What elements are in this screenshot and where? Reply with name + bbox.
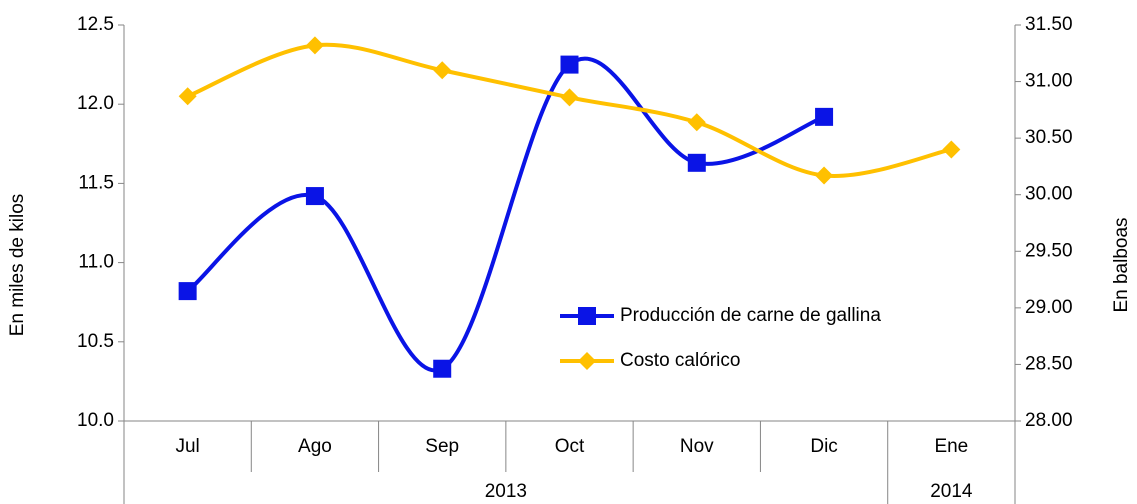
y2-tick-label: 29.50 <box>1025 240 1073 261</box>
data-point <box>305 187 324 206</box>
y2-tick-label: 28.50 <box>1025 353 1073 374</box>
group-label: 2014 <box>930 481 973 502</box>
y2-tick-label: 30.50 <box>1025 127 1073 148</box>
data-point <box>433 61 452 80</box>
data-point <box>687 113 706 132</box>
data-point <box>433 359 452 378</box>
y-tick-label: 11.5 <box>78 172 114 193</box>
data-point <box>815 107 834 126</box>
legend-label: Producción de carne de gallina <box>620 305 881 326</box>
data-point <box>305 36 324 55</box>
y2-tick-label: 31.00 <box>1025 71 1073 92</box>
x-tick-label: Jul <box>175 436 199 457</box>
legend-marker <box>578 352 596 370</box>
y-tick-label: 12.0 <box>77 93 114 114</box>
y2-tick-label: 29.00 <box>1025 297 1073 318</box>
y-axis-title: En miles de kilos <box>7 194 28 337</box>
y2-tick-label: 31.50 <box>1025 14 1073 35</box>
data-point <box>560 88 579 107</box>
y2-axis-title: En balboas <box>1111 217 1132 312</box>
data-point <box>942 140 961 159</box>
y-tick-label: 11.0 <box>78 252 114 273</box>
x-tick-label: Nov <box>680 436 714 457</box>
data-point <box>815 166 834 185</box>
x-tick-label: Ago <box>298 436 332 457</box>
x-tick-label: Dic <box>810 436 837 457</box>
x-tick-label: Sep <box>425 436 459 457</box>
y-tick-label: 10.0 <box>77 410 114 431</box>
data-point <box>178 282 197 301</box>
group-label: 2013 <box>485 481 527 502</box>
y2-tick-label: 28.00 <box>1025 410 1073 431</box>
y-tick-label: 12.5 <box>77 14 114 35</box>
legend-label: Costo calórico <box>620 350 740 371</box>
data-point <box>560 55 579 74</box>
x-tick-label: Ene <box>934 436 968 457</box>
data-point <box>687 153 706 172</box>
data-point <box>178 87 197 106</box>
legend-marker <box>578 307 596 325</box>
y2-tick-label: 30.00 <box>1025 184 1073 205</box>
y-tick-label: 10.5 <box>77 331 114 352</box>
x-tick-label: Oct <box>555 436 585 457</box>
